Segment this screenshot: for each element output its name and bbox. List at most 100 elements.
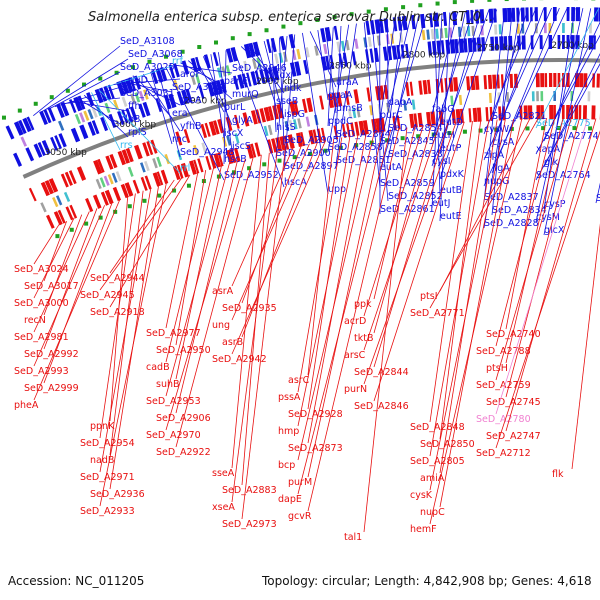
reverse-gene-label: SeD_A2999 <box>24 383 79 394</box>
forward-gene-label: SeD_A3031 <box>120 88 175 99</box>
forward-gene-connector <box>283 34 296 172</box>
reverse-gene <box>40 181 50 197</box>
reverse-gene <box>453 77 459 92</box>
forward-gene-label: ndk <box>284 83 302 94</box>
forward-gene-label: sseB <box>276 96 298 107</box>
forward-gene <box>56 103 65 119</box>
forward-gene <box>103 85 112 101</box>
forward-gene-label: ppdC <box>328 116 353 127</box>
reverse-gene-connector <box>109 174 191 308</box>
reverse-gene-connector <box>165 158 246 431</box>
reverse-gene-label: ppnK <box>90 421 115 432</box>
forward-gene-label: SeD_A2828 <box>484 218 539 229</box>
reverse-gene-label: SeD_A3017 <box>24 281 79 292</box>
scale-label: 2800 kbp <box>403 51 446 61</box>
feature-block <box>74 113 82 125</box>
feature-block <box>278 52 284 63</box>
forward-gene-label: xapA <box>536 144 560 155</box>
forward-gene-label: SeD_A2851 <box>336 155 391 166</box>
reverse-gene-connector <box>231 143 310 321</box>
feature-block <box>221 66 227 77</box>
forward-gene <box>440 40 445 55</box>
feature-block <box>536 91 539 102</box>
feature-block <box>369 105 374 116</box>
reverse-gene <box>142 142 150 157</box>
reverse-gene-connector <box>297 131 375 461</box>
feature-block <box>444 27 448 39</box>
reverse-gene-connector <box>505 117 564 364</box>
forward-gene-connector <box>302 32 329 195</box>
marker-tick <box>131 65 136 70</box>
forward-gene <box>252 41 261 57</box>
reverse-gene <box>271 138 278 153</box>
feature-block <box>91 107 98 118</box>
reverse-gene-label: SeD_A2759 <box>476 380 531 391</box>
forward-gene <box>427 41 433 56</box>
reverse-gene-connector <box>33 205 105 367</box>
reverse-gene <box>468 108 472 123</box>
marker-tick <box>478 128 483 133</box>
feature-block <box>305 47 310 58</box>
marker-tick <box>298 21 303 26</box>
forward-gene-label: SeD_A3068 <box>128 49 183 60</box>
forward-gene-connector <box>543 53 600 168</box>
reverse-gene-label: SeD_A2805 <box>410 456 465 467</box>
reverse-gene-label: SeD_A2740 <box>486 329 541 340</box>
reverse-gene-connector <box>231 140 326 355</box>
feature-block <box>144 160 150 172</box>
marker-tick <box>230 36 235 41</box>
forward-gene-connector <box>165 67 225 181</box>
reverse-gene-label: SeD_A2850 <box>420 439 475 450</box>
reverse-gene <box>527 105 533 120</box>
forward-gene <box>289 62 297 77</box>
marker-tick <box>65 88 70 93</box>
reverse-gene-connector <box>165 163 230 397</box>
forward-gene <box>79 124 89 140</box>
reverse-gene <box>523 105 528 120</box>
forward-gene <box>420 13 426 29</box>
reverse-gene <box>93 159 103 175</box>
reverse-gene-connector <box>175 160 238 414</box>
forward-gene <box>125 107 133 123</box>
feature-block <box>450 95 454 106</box>
forward-gene <box>279 35 287 51</box>
forward-gene <box>120 79 130 95</box>
reverse-gene-label: SeD_A2922 <box>156 447 211 458</box>
forward-gene <box>405 43 410 59</box>
reverse-gene-label: asrA <box>212 286 234 297</box>
feature-block <box>40 202 47 213</box>
reverse-gene <box>553 105 556 120</box>
marker-tick <box>385 138 390 143</box>
forward-gene <box>259 69 266 84</box>
reverse-gene-label: SeD_A2848 <box>410 422 465 433</box>
marker-tick <box>214 40 219 45</box>
reverse-gene <box>553 73 557 88</box>
reverse-gene-label: hmp <box>278 426 299 437</box>
reverse-gene-connector <box>495 118 589 415</box>
forward-gene <box>163 94 172 110</box>
forward-gene <box>87 121 96 136</box>
forward-gene <box>54 135 62 150</box>
reverse-gene <box>105 155 114 170</box>
forward-gene <box>458 38 465 53</box>
feature-block <box>99 177 106 188</box>
reverse-gene-connector <box>439 118 531 292</box>
forward-gene <box>324 26 332 42</box>
forward-gene <box>37 142 46 157</box>
forward-gene-connector <box>256 42 277 107</box>
forward-gene <box>507 7 512 23</box>
marker-tick <box>323 148 328 153</box>
reverse-gene <box>146 141 154 156</box>
marker-tick <box>541 126 546 131</box>
forward-gene-connector <box>535 8 584 223</box>
reverse-gene <box>204 122 211 137</box>
reverse-gene-connector <box>429 119 490 457</box>
reverse-gene-connector <box>307 130 383 478</box>
reverse-gene-connector <box>571 223 600 470</box>
forward-gene-label: SeD_A2854 <box>388 123 443 134</box>
reverse-gene-label: SeD_A2936 <box>90 489 145 500</box>
forward-gene <box>465 10 471 25</box>
reverse-gene <box>180 162 190 178</box>
reverse-gene-connector <box>33 211 90 333</box>
forward-gene-connector <box>40 58 129 113</box>
